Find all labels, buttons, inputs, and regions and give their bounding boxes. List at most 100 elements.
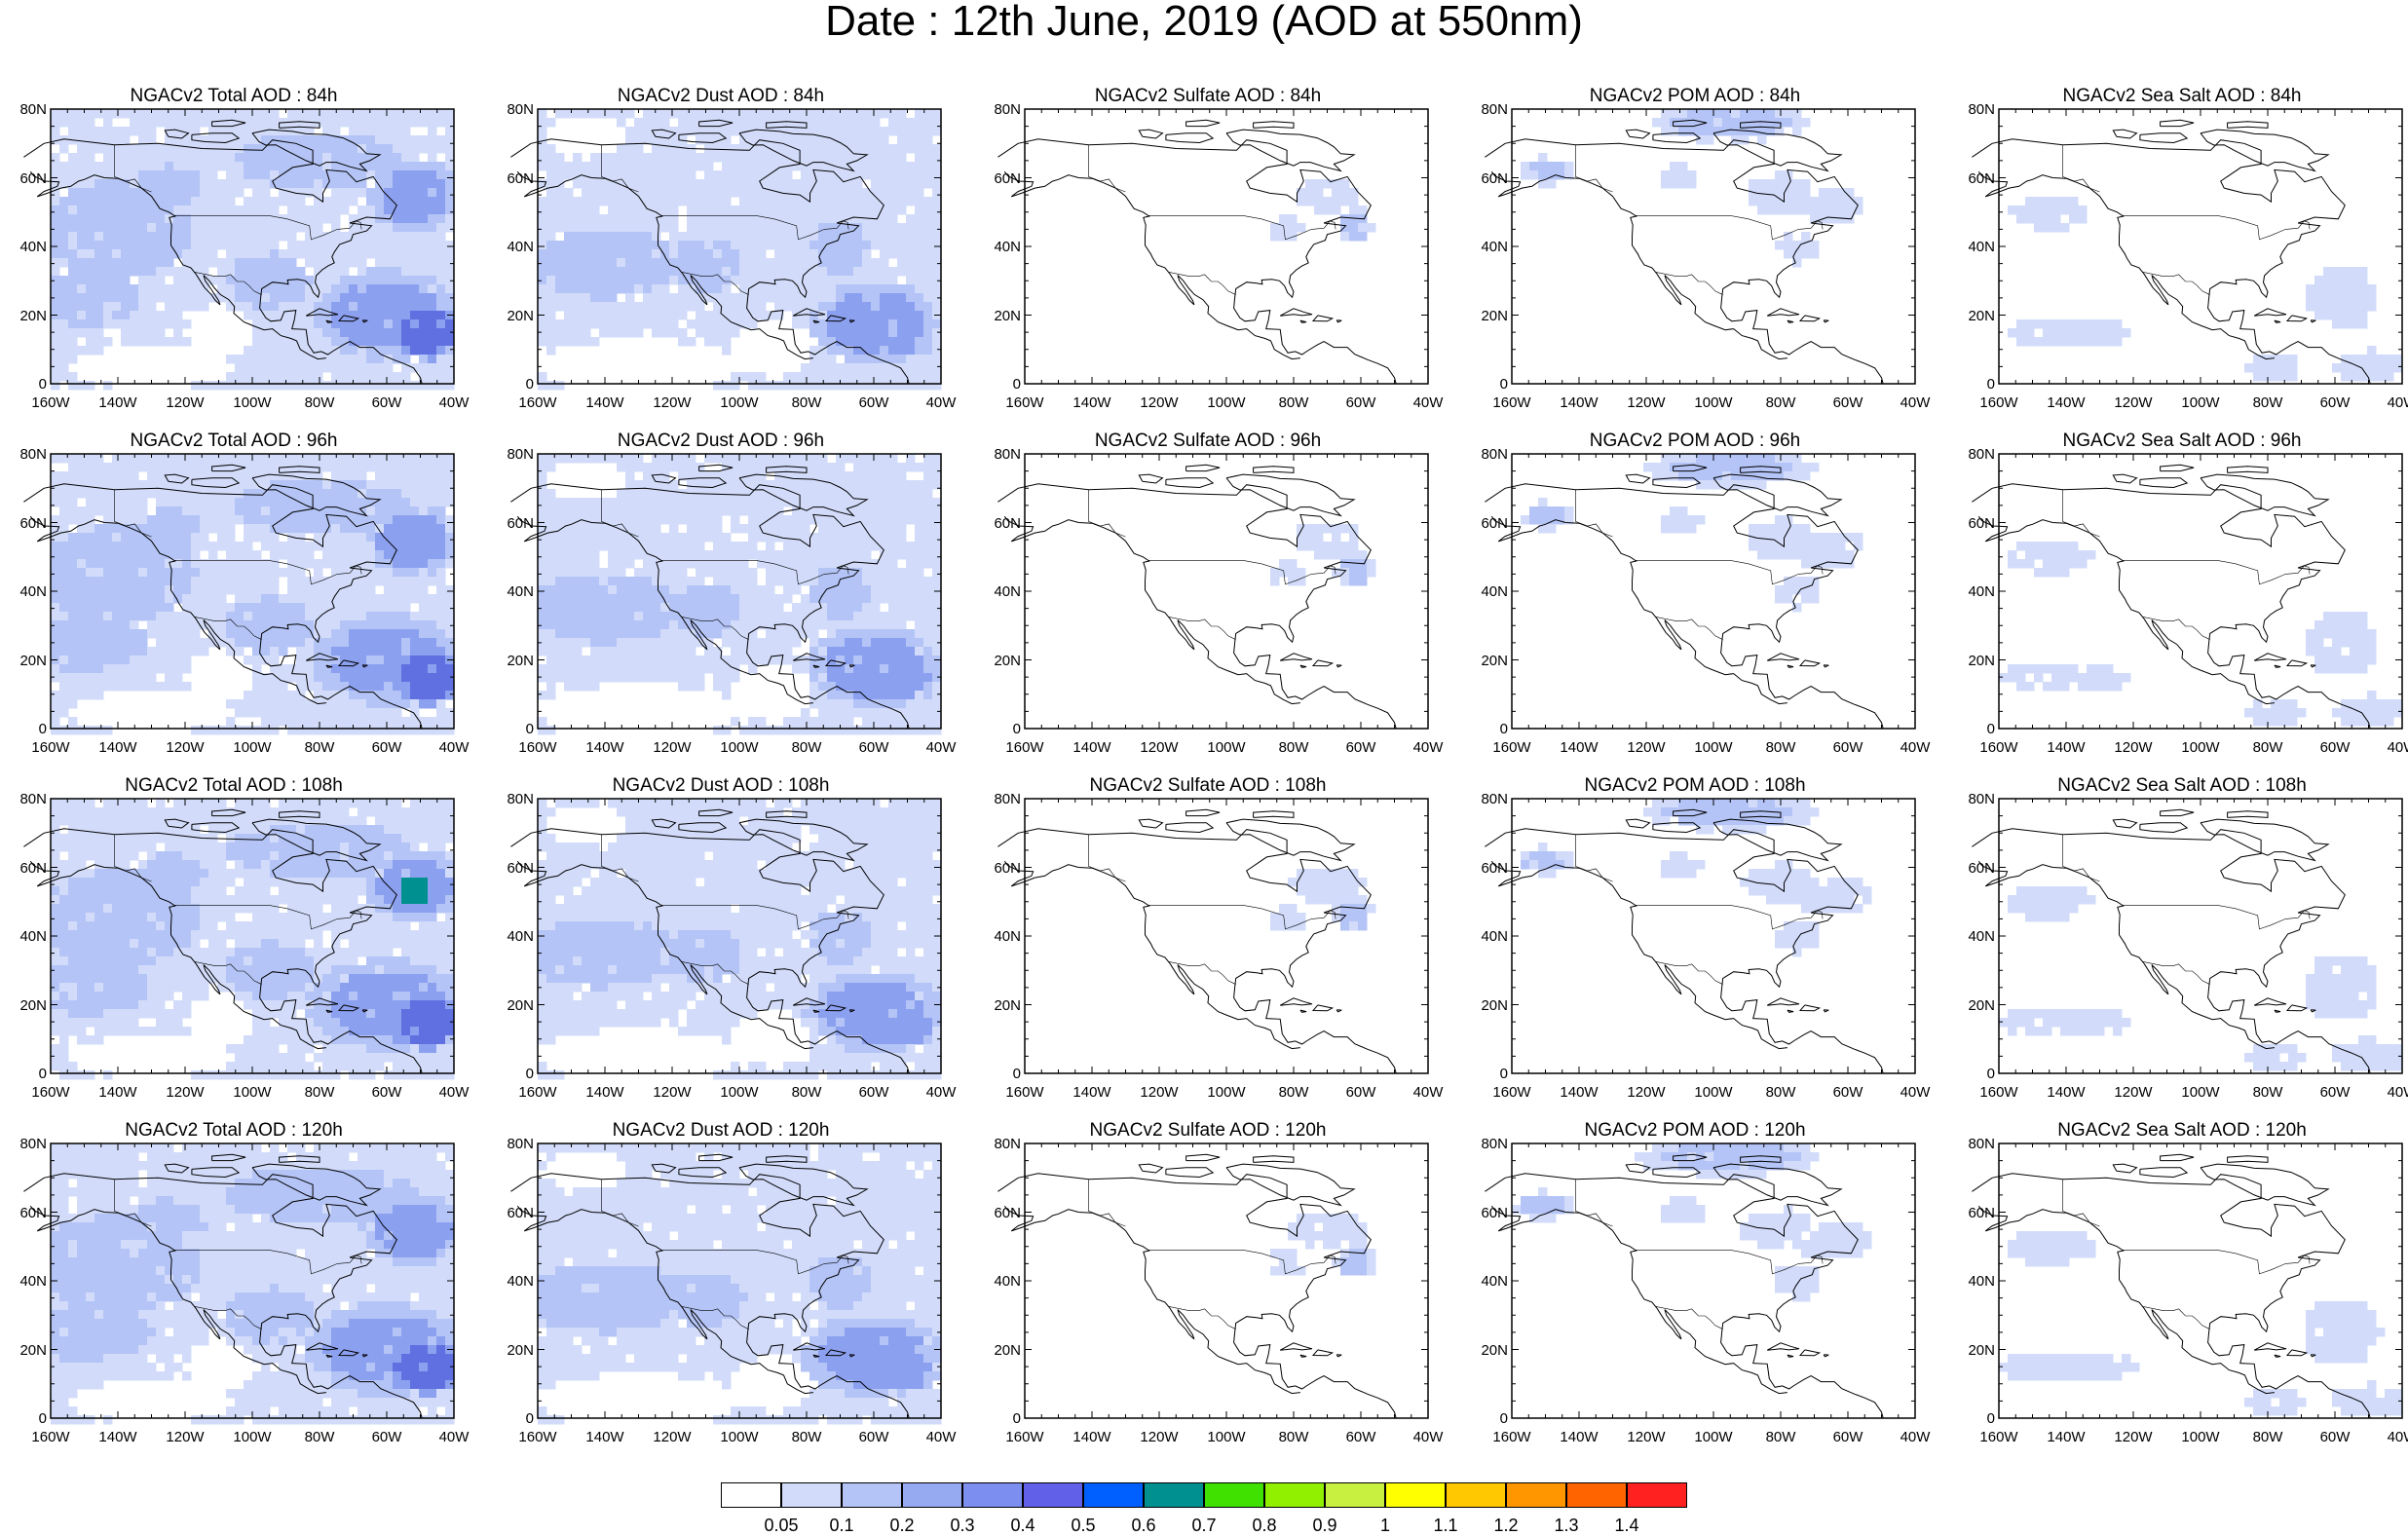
aod-map bbox=[1025, 1143, 1428, 1418]
colorbar-label: 1.4 bbox=[1602, 1516, 1651, 1536]
lon-tick-label: 120W bbox=[2109, 1085, 2158, 1100]
lat-tick-label: 0 bbox=[1962, 722, 1995, 736]
aod-map bbox=[538, 799, 941, 1073]
panel-title: NGACv2 POM AOD : 108h bbox=[1461, 775, 1929, 797]
lon-tick-label: 160W bbox=[513, 1085, 562, 1100]
aod-map bbox=[1999, 1143, 2402, 1418]
lon-tick-label: 160W bbox=[1487, 395, 1536, 410]
colorbar-label: 0.4 bbox=[998, 1516, 1047, 1536]
coastline bbox=[997, 1154, 1396, 1418]
political-borders bbox=[1576, 490, 1824, 640]
lon-tick-label: 140W bbox=[581, 740, 629, 755]
lon-tick-label: 160W bbox=[26, 1430, 75, 1444]
lat-tick-label: 20N bbox=[1475, 309, 1508, 323]
lon-tick-label: 60W bbox=[1336, 740, 1385, 755]
aod-map bbox=[538, 454, 941, 729]
lat-tick-label: 80N bbox=[1962, 102, 1995, 117]
coastline bbox=[997, 120, 1396, 384]
lat-tick-label: 0 bbox=[14, 1411, 47, 1426]
lon-tick-label: 160W bbox=[513, 1430, 562, 1444]
political-borders bbox=[1089, 1180, 1336, 1330]
colorbar-swatch bbox=[1204, 1482, 1264, 1508]
panel-title: NGACv2 Sea Salt AOD : 108h bbox=[1948, 775, 2408, 797]
lat-tick-label: 80N bbox=[1475, 1137, 1508, 1151]
lon-tick-label: 100W bbox=[2176, 1085, 2225, 1100]
lon-tick-label: 120W bbox=[2109, 1430, 2158, 1444]
lon-tick-label: 160W bbox=[513, 395, 562, 410]
aod-field bbox=[538, 454, 942, 735]
lon-tick-label: 100W bbox=[228, 395, 277, 410]
lon-tick-label: 140W bbox=[1555, 1085, 1603, 1100]
lat-tick-label: 20N bbox=[988, 309, 1021, 323]
lat-tick-label: 20N bbox=[1475, 654, 1508, 668]
lon-tick-label: 40W bbox=[1404, 1085, 1452, 1100]
panel-title: NGACv2 POM AOD : 84h bbox=[1461, 86, 1929, 107]
lat-tick-label: 40N bbox=[501, 240, 534, 254]
panel-title: NGACv2 Sulfate AOD : 96h bbox=[974, 431, 1442, 452]
aod-map bbox=[1999, 109, 2402, 384]
panel-title: NGACv2 Dust AOD : 96h bbox=[487, 431, 955, 452]
lon-tick-label: 100W bbox=[715, 395, 764, 410]
lon-tick-label: 140W bbox=[1068, 1085, 1116, 1100]
aod-field bbox=[538, 1143, 942, 1425]
colorbar-label: 0.6 bbox=[1119, 1516, 1168, 1536]
aod-map bbox=[1025, 799, 1428, 1073]
aod-field bbox=[538, 109, 942, 391]
lon-tick-label: 80W bbox=[1756, 1430, 1805, 1444]
colorbar-label: 1.2 bbox=[1482, 1516, 1530, 1536]
lat-tick-label: 20N bbox=[988, 1343, 1021, 1358]
colorbar-label: 1.3 bbox=[1542, 1516, 1591, 1536]
lat-tick-label: 40N bbox=[988, 1274, 1021, 1289]
lon-tick-label: 140W bbox=[2042, 740, 2090, 755]
lon-tick-label: 40W bbox=[1891, 740, 1939, 755]
lat-tick-label: 20N bbox=[1475, 998, 1508, 1013]
colorbar-swatch bbox=[842, 1482, 902, 1508]
political-borders bbox=[1576, 145, 1824, 295]
political-borders bbox=[1089, 490, 1336, 640]
lon-tick-label: 80W bbox=[1756, 1085, 1805, 1100]
lon-tick-label: 140W bbox=[94, 395, 142, 410]
lat-tick-label: 80N bbox=[988, 792, 1021, 806]
lat-tick-label: 60N bbox=[1475, 516, 1508, 531]
lon-tick-label: 80W bbox=[295, 395, 344, 410]
lat-tick-label: 60N bbox=[501, 171, 534, 186]
lat-tick-label: 80N bbox=[501, 1137, 534, 1151]
lon-tick-label: 100W bbox=[1689, 395, 1738, 410]
aod-field bbox=[51, 454, 455, 735]
lat-tick-label: 80N bbox=[988, 447, 1021, 462]
lat-tick-label: 60N bbox=[1475, 171, 1508, 186]
lon-tick-label: 60W bbox=[2311, 1430, 2359, 1444]
lon-tick-label: 80W bbox=[295, 1430, 344, 1444]
lat-tick-label: 0 bbox=[1962, 377, 1995, 392]
lon-tick-label: 140W bbox=[1068, 395, 1116, 410]
lat-tick-label: 20N bbox=[14, 998, 47, 1013]
lat-tick-label: 40N bbox=[1475, 240, 1508, 254]
lat-tick-label: 20N bbox=[1475, 1343, 1508, 1358]
lon-tick-label: 80W bbox=[2243, 740, 2292, 755]
lon-tick-label: 160W bbox=[1975, 1085, 2023, 1100]
lat-tick-label: 0 bbox=[1475, 1067, 1508, 1081]
lat-tick-label: 60N bbox=[1962, 171, 1995, 186]
lon-tick-label: 100W bbox=[2176, 740, 2225, 755]
colorbar-swatch bbox=[1566, 1482, 1627, 1508]
lat-tick-label: 0 bbox=[1962, 1067, 1995, 1081]
aod-field bbox=[1521, 799, 1872, 957]
lon-tick-label: 140W bbox=[2042, 395, 2090, 410]
lat-tick-label: 80N bbox=[501, 447, 534, 462]
panel-title: NGACv2 POM AOD : 96h bbox=[1461, 431, 1929, 452]
colorbar-label: 0.7 bbox=[1180, 1516, 1228, 1536]
aod-map bbox=[1999, 799, 2402, 1073]
lat-tick-label: 0 bbox=[501, 1411, 534, 1426]
aod-map bbox=[1025, 454, 1428, 729]
lat-tick-label: 40N bbox=[501, 929, 534, 944]
lon-tick-label: 120W bbox=[1135, 395, 1184, 410]
aod-map bbox=[51, 109, 454, 384]
lon-tick-label: 140W bbox=[581, 1085, 629, 1100]
lat-tick-label: 20N bbox=[14, 309, 47, 323]
panel-title: NGACv2 POM AOD : 120h bbox=[1461, 1120, 1929, 1142]
lon-tick-label: 120W bbox=[1135, 740, 1184, 755]
colorbar-label: 0.9 bbox=[1300, 1516, 1349, 1536]
